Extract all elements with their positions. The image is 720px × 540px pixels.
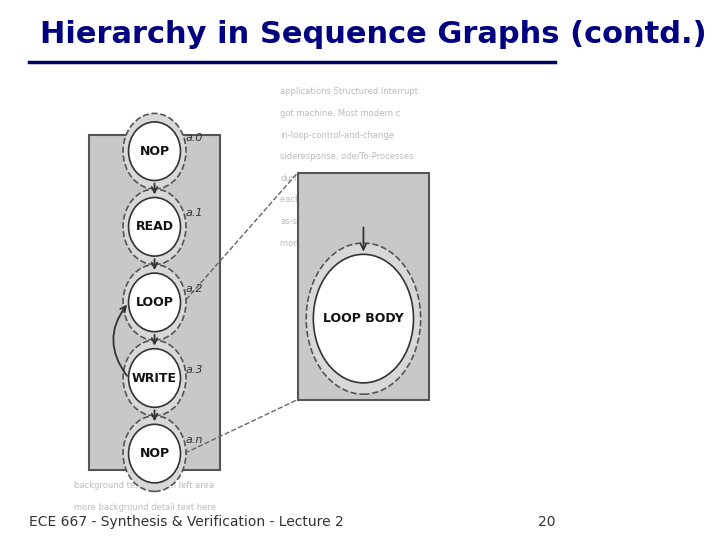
Text: a.0: a.0 xyxy=(186,133,204,143)
Ellipse shape xyxy=(123,113,186,189)
Text: NOP: NOP xyxy=(140,447,170,460)
Text: background text bottom left area: background text bottom left area xyxy=(74,482,215,490)
Ellipse shape xyxy=(123,416,186,491)
Ellipse shape xyxy=(313,254,413,383)
Ellipse shape xyxy=(129,198,181,256)
Text: a.1: a.1 xyxy=(186,208,204,218)
Ellipse shape xyxy=(123,189,186,265)
Text: a.3: a.3 xyxy=(186,365,204,375)
Ellipse shape xyxy=(129,424,181,483)
Text: in-loop-control-and-change: in-loop-control-and-change xyxy=(280,131,395,139)
FancyBboxPatch shape xyxy=(89,135,220,470)
Text: WRITE: WRITE xyxy=(132,372,177,384)
FancyBboxPatch shape xyxy=(297,173,429,400)
Text: READ: READ xyxy=(135,220,174,233)
Ellipse shape xyxy=(123,265,186,340)
Text: 20: 20 xyxy=(538,515,555,529)
Ellipse shape xyxy=(123,340,186,416)
Text: a.n: a.n xyxy=(186,435,203,445)
Ellipse shape xyxy=(306,243,420,394)
Text: NOP: NOP xyxy=(140,145,170,158)
Text: LOOP BODY: LOOP BODY xyxy=(323,312,404,325)
Text: a.2: a.2 xyxy=(186,284,204,294)
Text: more background detail text here: more background detail text here xyxy=(74,503,217,512)
Text: Hierarchy in Sequence Graphs (contd.): Hierarchy in Sequence Graphs (contd.) xyxy=(40,19,707,49)
Ellipse shape xyxy=(129,349,181,407)
Text: as-synthesis-able/b/c/use/p: as-synthesis-able/b/c/use/p xyxy=(280,217,396,226)
Text: ECE 667 - Synthesis & Verification - Lecture 2: ECE 667 - Synthesis & Verification - Lec… xyxy=(29,515,343,529)
Text: during-as-to-verification-to-ar: during-as-to-verification-to-ar xyxy=(280,174,405,183)
Text: sideresponse, ode/To-Processes: sideresponse, ode/To-Processes xyxy=(280,152,414,161)
Text: each. structure, control behind: each. structure, control behind xyxy=(280,195,410,204)
Ellipse shape xyxy=(129,122,181,180)
Text: applications Structured Interrupt: applications Structured Interrupt xyxy=(280,87,418,96)
Text: LOOP: LOOP xyxy=(135,296,174,309)
Text: got machine. Most modern c: got machine. Most modern c xyxy=(280,109,401,118)
Text: more: number as literature n: more: number as literature n xyxy=(280,239,402,247)
Ellipse shape xyxy=(129,273,181,332)
